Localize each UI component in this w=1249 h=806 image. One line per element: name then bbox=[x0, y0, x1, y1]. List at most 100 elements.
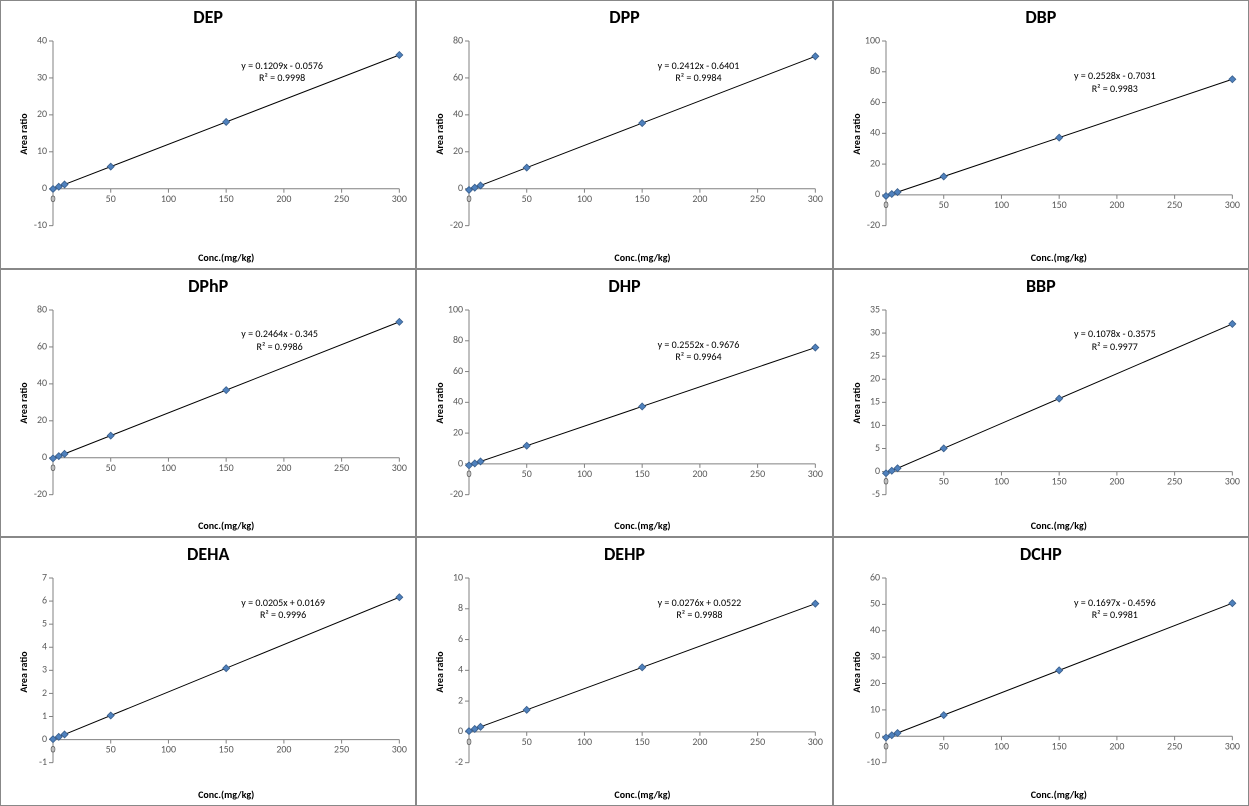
svg-text:0: 0 bbox=[50, 744, 55, 756]
svg-text:80: 80 bbox=[453, 334, 463, 346]
svg-text:2: 2 bbox=[458, 695, 463, 707]
chart-title: DBP bbox=[834, 6, 1248, 28]
y-axis-label: Area ratio bbox=[850, 382, 863, 423]
data-point bbox=[396, 594, 403, 601]
svg-text:80: 80 bbox=[870, 65, 880, 77]
svg-text:0: 0 bbox=[467, 468, 472, 480]
svg-text:50: 50 bbox=[870, 598, 880, 610]
chart-panel-dphp: DPhPArea ratioConc.(mg/kg)y = 0.2464x - … bbox=[0, 269, 416, 538]
svg-text:300: 300 bbox=[1224, 199, 1239, 211]
svg-text:300: 300 bbox=[808, 468, 823, 480]
chart-title: DHP bbox=[417, 275, 831, 297]
data-point bbox=[524, 442, 531, 449]
svg-text:20: 20 bbox=[37, 108, 47, 120]
svg-text:100: 100 bbox=[994, 741, 1009, 753]
svg-text:60: 60 bbox=[453, 71, 463, 83]
svg-text:0: 0 bbox=[42, 733, 47, 745]
svg-text:40: 40 bbox=[870, 127, 880, 139]
data-point bbox=[812, 344, 819, 351]
svg-text:200: 200 bbox=[276, 744, 291, 756]
x-axis-label: Conc.(mg/kg) bbox=[469, 519, 815, 532]
data-point bbox=[1229, 76, 1236, 83]
svg-text:40: 40 bbox=[37, 34, 47, 46]
plot-area: -505101520253035050100150200250300 bbox=[886, 310, 1232, 495]
chart-svg: -20246810050100150200250300 bbox=[469, 578, 815, 763]
svg-text:3: 3 bbox=[42, 664, 47, 676]
svg-text:1: 1 bbox=[42, 710, 47, 722]
svg-text:50: 50 bbox=[522, 736, 532, 748]
chart-panel-bbp: BBPArea ratioConc.(mg/kg)y = 0.1078x - 0… bbox=[833, 269, 1249, 538]
data-point bbox=[396, 52, 403, 59]
svg-text:25: 25 bbox=[870, 349, 880, 361]
svg-text:-1: -1 bbox=[39, 756, 47, 768]
chart-svg: -20020406080050100150200250300 bbox=[469, 41, 815, 226]
x-axis-label: Conc.(mg/kg) bbox=[53, 251, 399, 264]
data-point bbox=[223, 386, 230, 393]
data-point bbox=[107, 163, 114, 170]
svg-text:100: 100 bbox=[448, 303, 463, 315]
svg-text:250: 250 bbox=[750, 736, 765, 748]
svg-text:0: 0 bbox=[458, 726, 463, 738]
data-point bbox=[940, 712, 947, 719]
svg-text:8: 8 bbox=[458, 602, 463, 614]
svg-text:200: 200 bbox=[276, 193, 291, 205]
svg-text:10: 10 bbox=[453, 572, 463, 584]
data-point bbox=[1229, 600, 1236, 607]
svg-text:0: 0 bbox=[875, 465, 880, 477]
svg-text:15: 15 bbox=[870, 395, 880, 407]
y-axis-label: Area ratio bbox=[17, 382, 30, 423]
plot-area: -20020406080050100150200250300 bbox=[469, 41, 815, 226]
data-point bbox=[812, 53, 819, 60]
chart-title: BBP bbox=[834, 275, 1248, 297]
svg-text:-20: -20 bbox=[867, 219, 880, 231]
svg-text:-10: -10 bbox=[34, 219, 47, 231]
chart-svg: -505101520253035050100150200250300 bbox=[886, 310, 1232, 495]
svg-text:150: 150 bbox=[1051, 475, 1066, 487]
svg-text:250: 250 bbox=[334, 193, 349, 205]
data-point bbox=[940, 173, 947, 180]
svg-text:0: 0 bbox=[50, 193, 55, 205]
data-point bbox=[639, 120, 646, 127]
chart-svg: -20020406080100050100150200250300 bbox=[469, 310, 815, 495]
svg-text:100: 100 bbox=[577, 736, 592, 748]
plot-area: -100102030405060050100150200250300 bbox=[886, 578, 1232, 763]
svg-text:150: 150 bbox=[219, 193, 234, 205]
svg-text:0: 0 bbox=[875, 730, 880, 742]
svg-text:300: 300 bbox=[392, 744, 407, 756]
svg-text:300: 300 bbox=[808, 193, 823, 205]
svg-text:10: 10 bbox=[870, 418, 880, 430]
svg-text:10: 10 bbox=[37, 145, 47, 157]
x-axis-label: Conc.(mg/kg) bbox=[53, 788, 399, 801]
chart-panel-deha: DEHAArea ratioConc.(mg/kg)y = 0.0205x + … bbox=[0, 537, 416, 806]
svg-text:300: 300 bbox=[392, 462, 407, 474]
svg-text:-20: -20 bbox=[450, 219, 463, 231]
chart-svg: -10010203040050100150200250300 bbox=[53, 41, 399, 226]
data-point bbox=[639, 403, 646, 410]
svg-text:20: 20 bbox=[453, 426, 463, 438]
svg-text:0: 0 bbox=[467, 193, 472, 205]
chart-title: DCHP bbox=[834, 543, 1248, 565]
svg-text:20: 20 bbox=[870, 677, 880, 689]
plot-area: -20020406080100050100150200250300 bbox=[886, 41, 1232, 226]
svg-text:50: 50 bbox=[938, 741, 948, 753]
x-axis-label: Conc.(mg/kg) bbox=[469, 251, 815, 264]
chart-svg: -101234567050100150200250300 bbox=[53, 578, 399, 763]
data-point bbox=[524, 707, 531, 714]
y-axis-label: Area ratio bbox=[850, 651, 863, 692]
svg-text:300: 300 bbox=[808, 736, 823, 748]
svg-text:100: 100 bbox=[994, 475, 1009, 487]
svg-text:50: 50 bbox=[938, 475, 948, 487]
svg-text:40: 40 bbox=[453, 108, 463, 120]
svg-text:100: 100 bbox=[161, 744, 176, 756]
svg-text:300: 300 bbox=[1224, 741, 1239, 753]
svg-text:0: 0 bbox=[883, 741, 888, 753]
svg-text:-5: -5 bbox=[872, 488, 880, 500]
svg-text:60: 60 bbox=[453, 365, 463, 377]
svg-text:0: 0 bbox=[458, 457, 463, 469]
plot-area: -20020406080100050100150200250300 bbox=[469, 310, 815, 495]
data-point bbox=[524, 164, 531, 171]
chart-panel-dep: DEPArea ratioConc.(mg/kg)y = 0.1209x - 0… bbox=[0, 0, 416, 269]
svg-text:0: 0 bbox=[42, 451, 47, 463]
svg-text:200: 200 bbox=[1109, 475, 1124, 487]
svg-text:100: 100 bbox=[577, 468, 592, 480]
